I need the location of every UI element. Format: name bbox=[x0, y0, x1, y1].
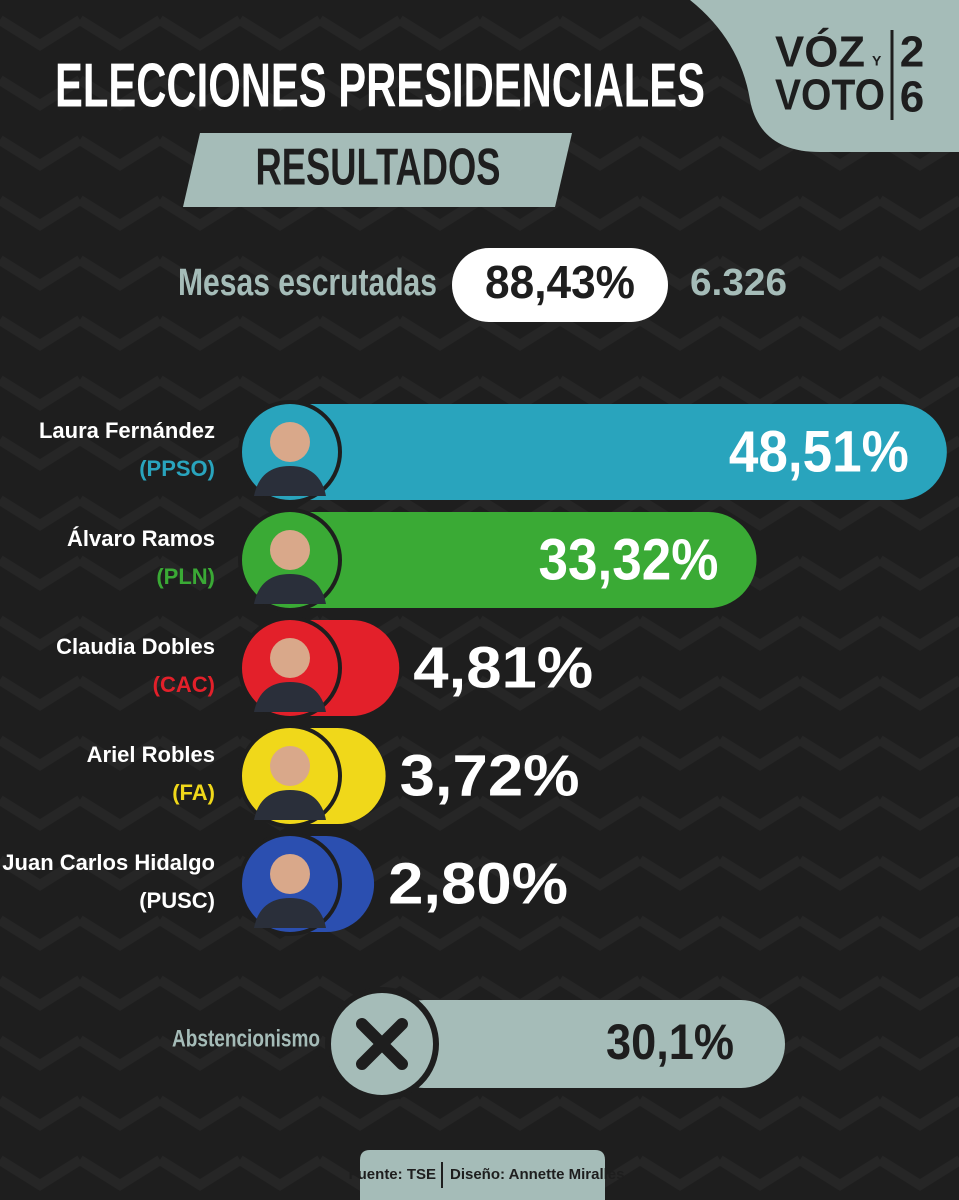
candidate-name: Laura Fernández bbox=[39, 418, 215, 443]
value-label: 4,81% bbox=[413, 635, 593, 700]
value-label: 3,72% bbox=[400, 743, 580, 808]
party-name: (PPSO) bbox=[139, 456, 215, 481]
avatar-head bbox=[270, 746, 310, 786]
logo-word: Y bbox=[872, 53, 882, 69]
avatar-body bbox=[254, 466, 326, 496]
value-label: 48,51% bbox=[729, 419, 909, 484]
candidate-name: Ariel Robles bbox=[87, 742, 215, 767]
avatar-body bbox=[254, 790, 326, 820]
avatar-body bbox=[254, 682, 326, 712]
logo-word: VOTO bbox=[775, 71, 885, 120]
bar bbox=[244, 512, 757, 608]
logo-word: VÓZ bbox=[775, 27, 865, 77]
mesas-percent: 88,43% bbox=[485, 256, 635, 308]
bar bbox=[244, 404, 947, 500]
candidate-name: Claudia Dobles bbox=[56, 634, 215, 659]
subtitle: RESULTADOS bbox=[256, 139, 501, 197]
avatar-head bbox=[270, 854, 310, 894]
avatar-head bbox=[270, 530, 310, 570]
party-name: (PLN) bbox=[156, 564, 215, 589]
avatar-body bbox=[254, 574, 326, 604]
candidate-name: Álvaro Ramos bbox=[67, 526, 215, 551]
party-name: (FA) bbox=[172, 780, 215, 805]
mesas-label: Mesas escrutadas bbox=[178, 262, 437, 304]
logo-digit: 2 bbox=[900, 28, 924, 77]
footer-source: Fuente: TSE bbox=[348, 1166, 436, 1183]
title: ELECCIONES PRESIDENCIALES bbox=[55, 51, 705, 120]
avatar-head bbox=[270, 638, 310, 678]
value-label: 2,80% bbox=[388, 851, 568, 916]
mesas-count: 6.326 bbox=[690, 262, 787, 304]
footer-design: Diseño: Annette Miralles bbox=[450, 1166, 624, 1183]
avatar-head bbox=[270, 422, 310, 462]
candidate-name: Juan Carlos Hidalgo bbox=[2, 850, 215, 875]
abstention-pill bbox=[380, 1000, 785, 1088]
abstention-label: Abstencionismo bbox=[172, 1025, 320, 1052]
subtitle-bg bbox=[183, 133, 572, 207]
party-name: (PUSC) bbox=[139, 888, 215, 913]
logo-digit: 6 bbox=[900, 73, 924, 122]
value-label: 33,32% bbox=[538, 527, 718, 592]
party-name: (CAC) bbox=[153, 672, 215, 697]
avatar-body bbox=[254, 898, 326, 928]
mesas-pill bbox=[452, 248, 668, 322]
abstention-x bbox=[356, 1018, 408, 1070]
footer-bg bbox=[360, 1150, 605, 1200]
abstention-value: 30,1% bbox=[606, 1014, 734, 1070]
